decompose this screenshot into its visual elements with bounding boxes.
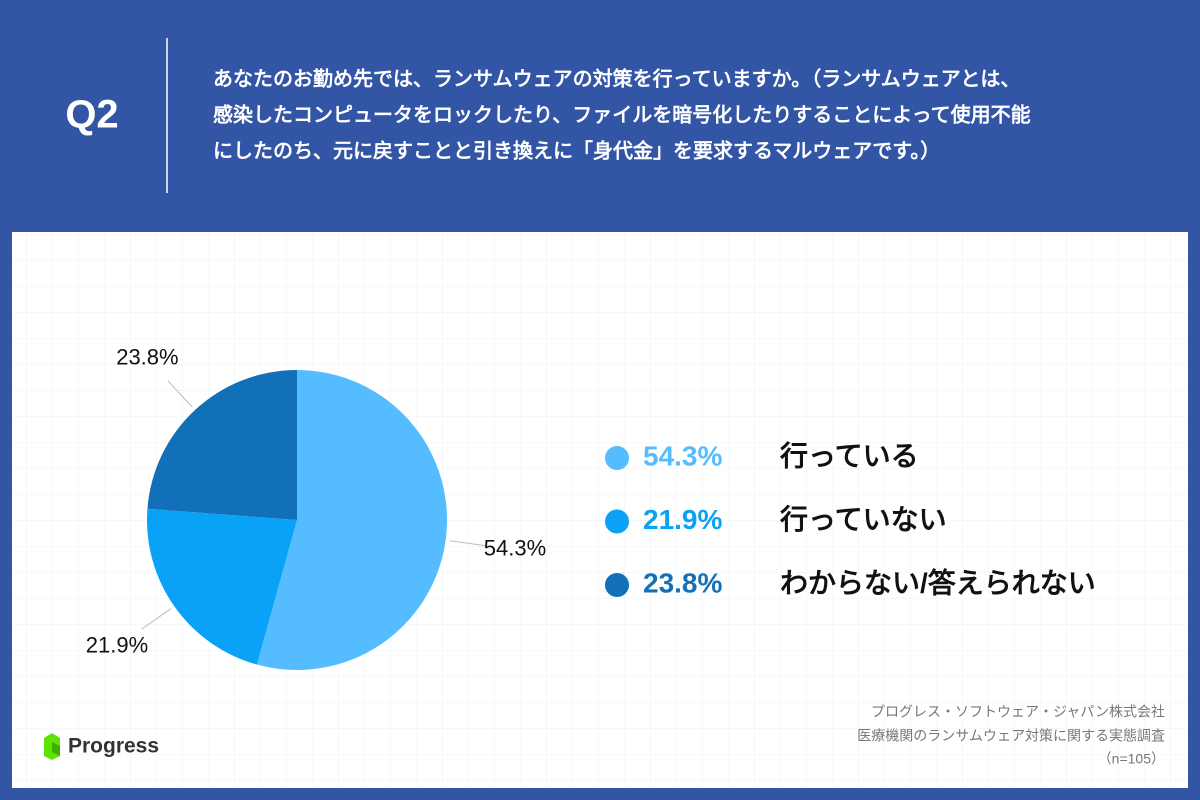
value-label: 23.8% — [116, 344, 178, 369]
question-text: にしたのち、元に戻すことと引き換えに「身代金」を要求するマルウェアです。） — [213, 138, 940, 162]
legend-value: 21.9% — [643, 504, 722, 535]
leader-line — [141, 608, 172, 630]
legend-label: 行っている — [779, 439, 919, 471]
legend-label: 行っていない — [779, 503, 947, 535]
legend-marker — [605, 446, 629, 470]
legend-marker — [605, 573, 629, 597]
logo-text: Progress — [68, 735, 159, 758]
question-label: Q2 — [65, 93, 118, 137]
pie-slice — [147, 508, 297, 665]
legend-value: 54.3% — [643, 440, 722, 471]
source: プログレス・ソフトウェア・ジャパン株式会社 — [871, 704, 1165, 720]
question-text: 感染したコンピュータをロックしたり、ファイルを暗号化したりすることによって使用不… — [213, 102, 1031, 126]
legend-marker — [605, 509, 629, 534]
legend-value: 23.8% — [643, 567, 722, 598]
question-text: あなたのお勤め先では、ランサムウェアの対策を行っていますか。（ランサムウェアとは… — [213, 66, 1020, 90]
legend-label: わからない/答えられない — [780, 566, 1096, 598]
value-label: 21.9% — [86, 632, 148, 657]
source: 医療機関のランサムウェア対策に関する実態調査 — [857, 728, 1165, 744]
pie-slice — [147, 370, 297, 520]
logo-icon — [44, 733, 60, 760]
leader-line — [449, 540, 486, 547]
pie-slice — [256, 370, 447, 670]
source: （n=105） — [1098, 751, 1165, 767]
leader-line — [167, 380, 193, 408]
value-label: 54.3% — [484, 535, 546, 560]
